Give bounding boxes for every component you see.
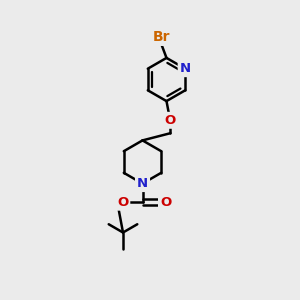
Text: N: N [180,62,191,75]
Text: O: O [165,114,176,127]
Text: O: O [117,196,128,209]
Text: N: N [137,177,148,190]
Text: Br: Br [152,30,170,44]
Text: O: O [160,196,171,209]
